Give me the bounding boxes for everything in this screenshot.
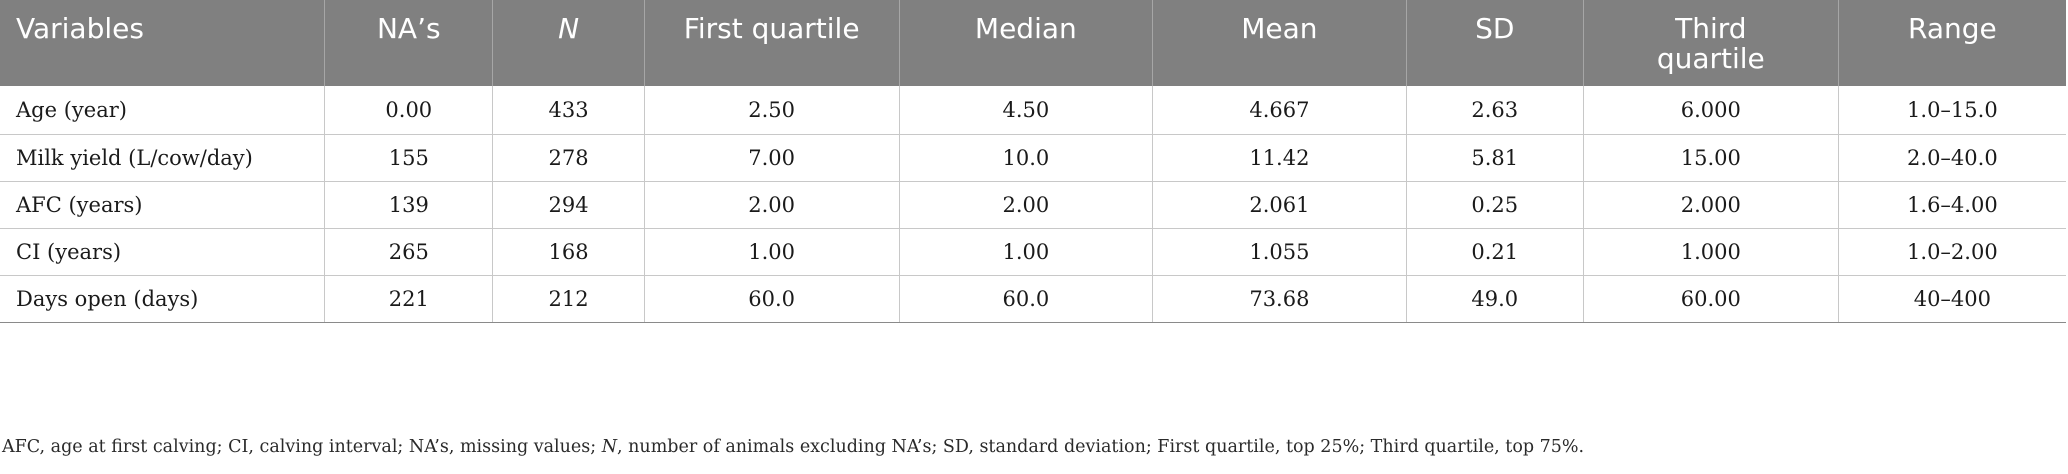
cell-variable: Days open (days) xyxy=(0,275,326,323)
cell-first-quartile: 2.50 xyxy=(644,86,900,135)
header-median: Median xyxy=(899,0,1154,86)
cell-first-quartile: 2.00 xyxy=(644,181,900,229)
cell-variable: AFC (years) xyxy=(0,181,326,229)
statistics-table: Variables NA’s N First quartile Median M… xyxy=(0,0,2066,323)
cell-third-quartile: 6.000 xyxy=(1583,86,1839,135)
header-n: N xyxy=(492,0,645,86)
cell-nas: 0.00 xyxy=(324,86,494,135)
header-range: Range xyxy=(1907,12,1997,45)
cell-variable: Milk yield (L/cow/day) xyxy=(0,134,326,182)
table-row: Days open (days) 221 212 60.0 60.0 73.68… xyxy=(0,275,2066,323)
cell-first-quartile: 7.00 xyxy=(644,134,900,182)
table-row: CI (years) 265 168 1.00 1.00 1.055 0.21 … xyxy=(0,228,2066,276)
cell-mean: 4.667 xyxy=(1152,86,1407,135)
cell-range: 1.0–2.00 xyxy=(1838,228,2066,276)
header-third-quartile: Third quartile xyxy=(1583,0,1839,86)
cell-sd: 5.81 xyxy=(1406,134,1584,182)
cell-n: 278 xyxy=(492,134,645,182)
cell-third-quartile: 60.00 xyxy=(1583,275,1839,323)
cell-median: 60.0 xyxy=(899,275,1154,323)
cell-median: 10.0 xyxy=(899,134,1154,182)
cell-mean: 73.68 xyxy=(1152,275,1407,323)
cell-nas: 221 xyxy=(324,275,494,323)
cell-mean: 1.055 xyxy=(1152,228,1407,276)
cell-nas: 139 xyxy=(324,181,494,229)
cell-nas: 265 xyxy=(324,228,494,276)
header-variables: Variables xyxy=(0,0,326,86)
cell-n: 168 xyxy=(492,228,645,276)
cell-third-quartile: 15.00 xyxy=(1583,134,1839,182)
header-sd: SD xyxy=(1406,0,1584,86)
cell-median: 4.50 xyxy=(899,86,1154,135)
cell-range: 1.6–4.00 xyxy=(1838,181,2066,229)
cell-n: 294 xyxy=(492,181,645,229)
cell-median: 2.00 xyxy=(899,181,1154,229)
cell-n: 433 xyxy=(492,86,645,135)
header-row: Variables NA’s N First quartile Median M… xyxy=(0,0,2066,86)
cell-nas: 155 xyxy=(324,134,494,182)
header-nas: NA’s xyxy=(324,0,494,86)
cell-range: 40–400 xyxy=(1838,275,2066,323)
cell-sd: 49.0 xyxy=(1406,275,1584,323)
cell-variable: Age (year) xyxy=(0,86,326,135)
footnote-n-symbol: N xyxy=(601,437,618,457)
cell-mean: 2.061 xyxy=(1152,181,1407,229)
cell-first-quartile: 1.00 xyxy=(644,228,900,276)
cell-third-quartile: 2.000 xyxy=(1583,181,1839,229)
footnote-part-2: , number of animals excluding NA’s; SD, … xyxy=(617,437,1585,457)
cell-range: 1.0–15.0 xyxy=(1838,86,2066,135)
cell-third-quartile: 1.000 xyxy=(1583,228,1839,276)
cell-sd: 0.21 xyxy=(1406,228,1584,276)
cell-variable: CI (years) xyxy=(0,228,326,276)
cell-median: 1.00 xyxy=(899,228,1154,276)
cell-first-quartile: 60.0 xyxy=(644,275,900,323)
table-row: AFC (years) 139 294 2.00 2.00 2.061 0.25… xyxy=(0,181,2066,229)
cell-sd: 2.63 xyxy=(1406,86,1584,135)
header-first-quartile: First quartile xyxy=(644,0,900,86)
footnote-part-1: AFC, age at first calving; CI, calving i… xyxy=(2,437,602,457)
header-mean: Mean xyxy=(1152,0,1407,86)
cell-mean: 11.42 xyxy=(1152,134,1407,182)
cell-sd: 0.25 xyxy=(1406,181,1584,229)
cell-n: 212 xyxy=(492,275,645,323)
table-row: Milk yield (L/cow/day) 155 278 7.00 10.0… xyxy=(0,134,2066,182)
table-row: Age (year) 0.00 433 2.50 4.50 4.667 2.63… xyxy=(0,86,2066,135)
cell-range: 2.0–40.0 xyxy=(1838,134,2066,182)
table-footnote: AFC, age at first calving; CI, calving i… xyxy=(2,437,1584,457)
